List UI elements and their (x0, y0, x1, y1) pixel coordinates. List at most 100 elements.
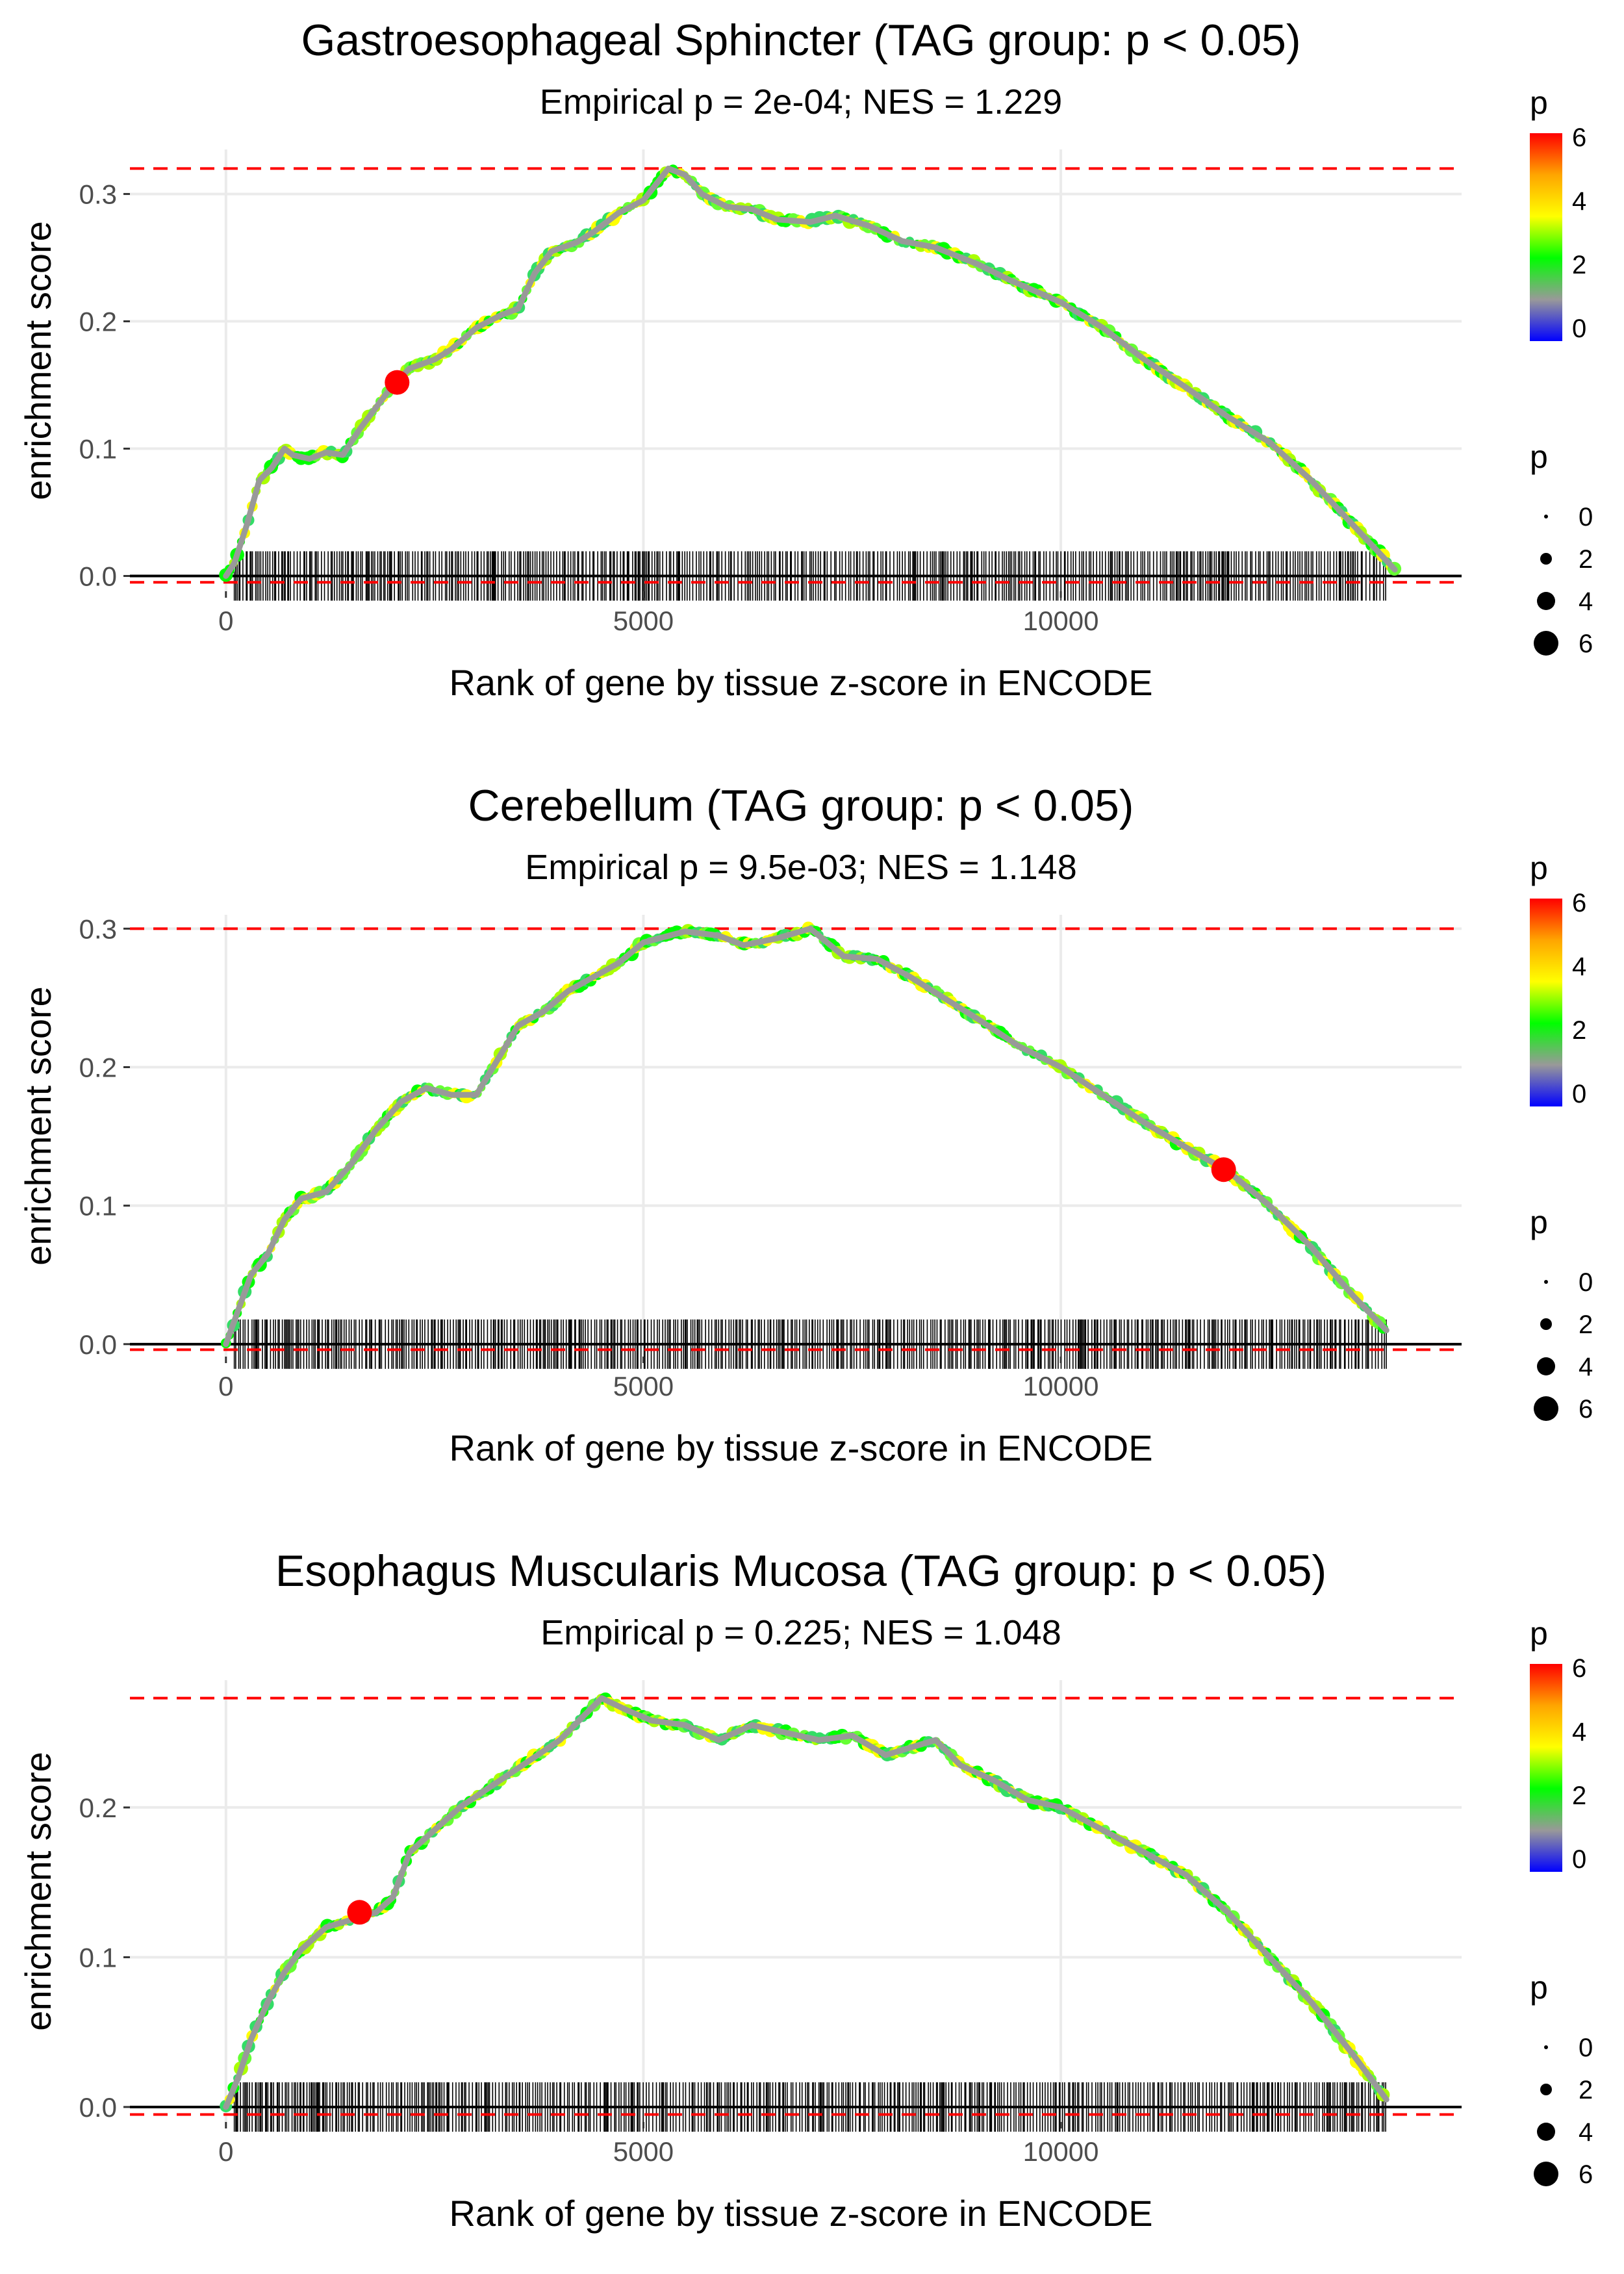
chart-panel-esophagus: Esophagus Muscularis Mucosa (TAG group: … (18, 1546, 1462, 2234)
y-tick-label: 0.0 (79, 561, 117, 591)
colorbar-tick: 6 (1572, 123, 1586, 152)
size-legend-title: p (1530, 439, 1548, 475)
size-label: 4 (1579, 2118, 1593, 2147)
color-legend: p 6 4 2 0 (1530, 84, 1586, 343)
x-tick-label: 0 (218, 606, 233, 636)
y-axis-title: enrichment score (18, 1752, 58, 2031)
x-tick-label: 10000 (1023, 2136, 1099, 2167)
size-legend-title: p (1530, 1969, 1548, 2006)
size-label: 0 (1579, 503, 1593, 531)
enrichment-curve (223, 1695, 1389, 2110)
y-tick-label: 0.2 (79, 1793, 117, 1823)
chart-subtitle: Empirical p = 9.5e-03; NES = 1.148 (525, 848, 1076, 887)
chart-title: Esophagus Muscularis Mucosa (TAG group: … (275, 1546, 1326, 1596)
size-key-2 (1540, 553, 1552, 565)
colorbar-tick: 0 (1572, 314, 1586, 343)
x-axis-title: Rank of gene by tissue z-score in ENCODE (449, 662, 1152, 703)
chart-title: Gastroesophageal Sphincter (TAG group: p… (301, 16, 1300, 65)
enrichment-curve (223, 165, 1398, 579)
curve-points (220, 921, 1389, 1349)
size-key-0 (1544, 2045, 1548, 2049)
size-key-4 (1537, 592, 1555, 610)
size-key-6 (1534, 1396, 1558, 1421)
chart-panel-cerebellum: Cerebellum (TAG group: p < 0.05) Empiric… (18, 781, 1462, 1468)
legend-panel-1: p 6 4 2 0 p 0 2 4 6 (1530, 850, 1593, 1424)
x-tick-label: 10000 (1023, 606, 1099, 636)
x-tick-label: 10000 (1023, 1371, 1099, 1401)
y-tick-label: 0.3 (79, 913, 117, 944)
size-key-2 (1540, 2084, 1552, 2095)
colorbar (1530, 1664, 1562, 1872)
colorbar-ticks: 6 4 2 0 (1572, 1654, 1586, 1874)
color-legend-title: p (1530, 1615, 1548, 1652)
legend-panel-0: p 6 4 2 0 p 0 2 4 6 (1530, 84, 1593, 658)
size-legend-title: p (1530, 1204, 1548, 1240)
y-tick-label: 0.1 (79, 434, 117, 465)
colorbar-tick: 4 (1572, 187, 1586, 216)
colorbar-tick: 0 (1572, 1845, 1586, 1874)
color-legend: p 6 4 2 0 (1530, 850, 1586, 1108)
x-tick-label: 5000 (613, 2136, 674, 2167)
x-axis-title: Rank of gene by tissue z-score in ENCODE (449, 2193, 1152, 2234)
colorbar-ticks: 6 4 2 0 (1572, 123, 1586, 343)
size-legend: p 0 2 4 6 (1530, 1204, 1593, 1424)
enrichment-curve (223, 925, 1389, 1348)
plot-area: 0 5000 10000 0.0 0.1 0.2 (79, 1680, 1462, 2167)
size-legend: p 0 2 4 6 (1530, 1969, 1593, 2189)
x-tick-label: 5000 (613, 606, 674, 636)
color-legend: p 6 4 2 0 (1530, 1615, 1586, 1874)
colorbar-ticks: 6 4 2 0 (1572, 889, 1586, 1108)
x-tick-label: 0 (218, 1371, 233, 1401)
size-label: 0 (1579, 2034, 1593, 2062)
size-label: 6 (1579, 630, 1593, 658)
colorbar-tick: 2 (1572, 1782, 1586, 1810)
size-key-2 (1540, 1318, 1552, 1330)
chart-title: Cerebellum (TAG group: p < 0.05) (468, 781, 1134, 830)
highlighted-gene-point (347, 1900, 372, 1925)
y-axis-title: enrichment score (18, 221, 58, 500)
color-legend-title: p (1530, 84, 1548, 121)
legend-panel-2: p 6 4 2 0 p 0 2 4 6 (1530, 1615, 1593, 2189)
size-label: 6 (1579, 1395, 1593, 1424)
chart-subtitle: Empirical p = 0.225; NES = 1.048 (540, 1613, 1061, 1652)
size-legend: p 0 2 4 6 (1530, 439, 1593, 658)
size-label: 0 (1579, 1268, 1593, 1297)
size-label: 2 (1579, 1310, 1593, 1339)
colorbar-tick: 4 (1572, 1718, 1586, 1746)
colorbar (1530, 899, 1562, 1106)
highlighted-gene-point (1211, 1157, 1236, 1182)
x-tick-label: 0 (218, 2136, 233, 2167)
size-key-6 (1534, 2162, 1558, 2186)
colorbar (1530, 133, 1562, 341)
colorbar-tick: 0 (1572, 1080, 1586, 1108)
chart-panel-gastroesophageal: Gastroesophageal Sphincter (TAG group: p… (18, 16, 1462, 703)
colorbar-tick: 2 (1572, 1016, 1586, 1045)
colorbar-tick: 4 (1572, 952, 1586, 981)
plot-area: 0 5000 10000 0.0 0.1 0.2 0.3 (79, 913, 1462, 1401)
y-tick-label: 0.3 (79, 179, 117, 210)
colorbar-tick: 6 (1572, 1654, 1586, 1683)
size-label: 4 (1579, 1353, 1593, 1381)
x-tick-label: 5000 (613, 1371, 674, 1401)
y-tick-label: 0.2 (79, 307, 117, 337)
y-tick-label: 0.0 (79, 2092, 117, 2123)
y-tick-label: 0.1 (79, 1191, 117, 1221)
size-label: 6 (1579, 2160, 1593, 2189)
y-tick-label: 0.1 (79, 1942, 117, 1973)
size-label: 4 (1579, 587, 1593, 616)
plot-area: 0 5000 10000 0.0 0.1 0.2 0.3 (79, 149, 1462, 636)
size-key-4 (1537, 2123, 1555, 2141)
y-axis-title: enrichment score (18, 986, 58, 1266)
size-key-4 (1537, 1357, 1555, 1375)
chart-subtitle: Empirical p = 2e-04; NES = 1.229 (540, 83, 1062, 121)
colorbar-tick: 2 (1572, 251, 1586, 279)
color-legend-title: p (1530, 850, 1548, 886)
highlighted-gene-point (385, 370, 410, 395)
x-axis-title: Rank of gene by tissue z-score in ENCODE (449, 1427, 1152, 1468)
size-key-0 (1544, 515, 1548, 518)
y-tick-label: 0.0 (79, 1329, 117, 1360)
size-key-0 (1544, 1280, 1548, 1284)
colorbar-tick: 6 (1572, 889, 1586, 917)
size-label: 2 (1579, 545, 1593, 574)
